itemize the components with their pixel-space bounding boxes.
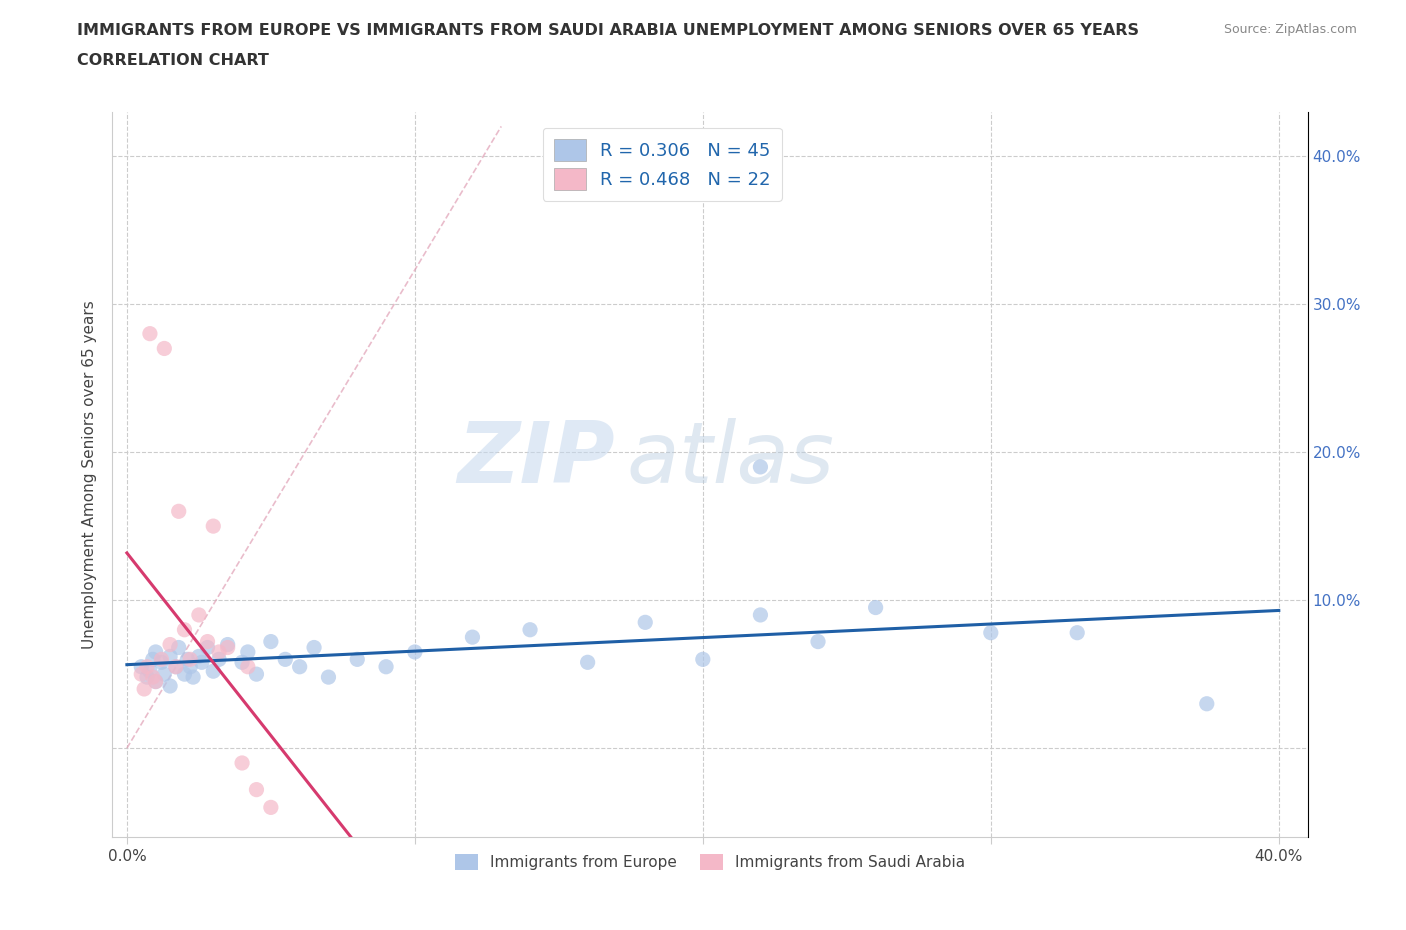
Point bbox=[145, 674, 167, 689]
Point bbox=[153, 667, 176, 682]
Point bbox=[208, 644, 231, 659]
Point bbox=[159, 649, 181, 664]
Point bbox=[288, 659, 311, 674]
Point bbox=[217, 637, 239, 652]
Point bbox=[404, 644, 426, 659]
Legend: Immigrants from Europe, Immigrants from Saudi Arabia: Immigrants from Europe, Immigrants from … bbox=[449, 847, 972, 876]
Point bbox=[231, 655, 253, 670]
Point bbox=[245, 782, 267, 797]
Point bbox=[208, 652, 231, 667]
Point bbox=[318, 670, 340, 684]
Point bbox=[165, 659, 187, 674]
Point bbox=[576, 655, 599, 670]
Point bbox=[145, 674, 167, 689]
Point bbox=[187, 649, 209, 664]
Point bbox=[634, 615, 657, 630]
Point bbox=[139, 326, 162, 341]
Point bbox=[202, 664, 225, 679]
Point bbox=[346, 652, 368, 667]
Point bbox=[187, 607, 209, 622]
Y-axis label: Unemployment Among Seniors over 65 years: Unemployment Among Seniors over 65 years bbox=[82, 300, 97, 649]
Point bbox=[179, 652, 201, 667]
Point bbox=[159, 679, 181, 694]
Point bbox=[202, 519, 225, 534]
Text: Source: ZipAtlas.com: Source: ZipAtlas.com bbox=[1223, 23, 1357, 36]
Point bbox=[461, 630, 484, 644]
Point bbox=[190, 655, 212, 670]
Point bbox=[179, 659, 201, 674]
Point bbox=[302, 640, 325, 655]
Point bbox=[153, 341, 176, 356]
Point bbox=[231, 755, 253, 770]
Point bbox=[1066, 625, 1088, 640]
Point bbox=[150, 655, 173, 670]
Point bbox=[136, 670, 159, 684]
Point bbox=[260, 634, 283, 649]
Point bbox=[142, 652, 165, 667]
Point bbox=[692, 652, 714, 667]
Point bbox=[136, 659, 159, 674]
Point bbox=[236, 659, 259, 674]
Point bbox=[129, 659, 152, 674]
Point bbox=[150, 652, 173, 667]
Point bbox=[980, 625, 1002, 640]
Text: CORRELATION CHART: CORRELATION CHART bbox=[77, 53, 269, 68]
Point bbox=[176, 652, 198, 667]
Point bbox=[865, 600, 887, 615]
Point bbox=[749, 607, 772, 622]
Text: IMMIGRANTS FROM EUROPE VS IMMIGRANTS FROM SAUDI ARABIA UNEMPLOYMENT AMONG SENIOR: IMMIGRANTS FROM EUROPE VS IMMIGRANTS FRO… bbox=[77, 23, 1139, 38]
Point bbox=[245, 667, 267, 682]
Point bbox=[173, 622, 195, 637]
Text: ZIP: ZIP bbox=[457, 418, 614, 501]
Point bbox=[519, 622, 541, 637]
Point bbox=[749, 459, 772, 474]
Point bbox=[807, 634, 830, 649]
Point bbox=[139, 664, 162, 679]
Point bbox=[181, 670, 204, 684]
Text: atlas: atlas bbox=[627, 418, 834, 501]
Point bbox=[134, 682, 156, 697]
Point bbox=[129, 667, 152, 682]
Point bbox=[142, 670, 165, 684]
Point bbox=[274, 652, 297, 667]
Point bbox=[236, 644, 259, 659]
Point bbox=[159, 637, 181, 652]
Point bbox=[173, 667, 195, 682]
Point bbox=[375, 659, 398, 674]
Point bbox=[217, 640, 239, 655]
Point bbox=[145, 644, 167, 659]
Point bbox=[197, 634, 219, 649]
Point bbox=[165, 659, 187, 674]
Point bbox=[167, 504, 190, 519]
Point bbox=[167, 640, 190, 655]
Point bbox=[260, 800, 283, 815]
Point bbox=[1195, 697, 1218, 711]
Point bbox=[197, 640, 219, 655]
